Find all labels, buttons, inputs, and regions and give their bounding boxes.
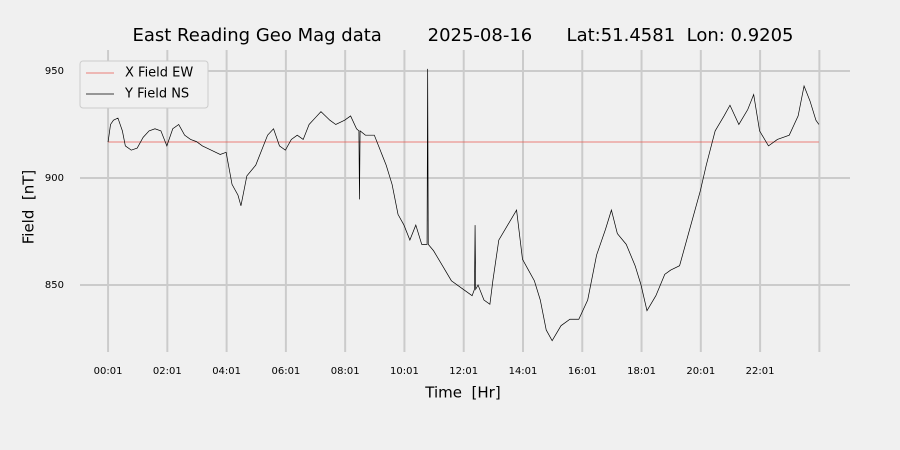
- x-tick-label: 18:01: [627, 366, 656, 377]
- y-axis-label: Field [nT]: [20, 170, 38, 245]
- x-tick-label: 02:01: [153, 366, 182, 377]
- x-tick-label: 14:01: [509, 366, 538, 377]
- y-tick-label: 900: [45, 173, 64, 184]
- x-tick-label: 12:01: [449, 366, 478, 377]
- chart-title: East Reading Geo Mag data 2025-08-16 Lat…: [132, 25, 793, 46]
- x-tick-label: 22:01: [746, 366, 775, 377]
- x-tick-label: 10:01: [390, 366, 419, 377]
- x-tick-label: 20:01: [686, 366, 715, 377]
- x-tick-label: 16:01: [568, 366, 597, 377]
- y-tick-label: 950: [45, 66, 64, 77]
- legend-label: X Field EW: [125, 66, 193, 81]
- x-tick-label: 08:01: [331, 366, 360, 377]
- x-tick-label: 04:01: [212, 366, 241, 377]
- series-line: [107, 68, 820, 342]
- legend-label: Y Field NS: [124, 87, 189, 102]
- x-tick-label: 06:01: [271, 366, 300, 377]
- x-axis-label: Time [Hr]: [424, 384, 500, 402]
- y-tick-label: 850: [45, 280, 64, 291]
- legend: X Field EW Y Field NS: [79, 60, 209, 109]
- x-tick-label: 00:01: [94, 366, 123, 377]
